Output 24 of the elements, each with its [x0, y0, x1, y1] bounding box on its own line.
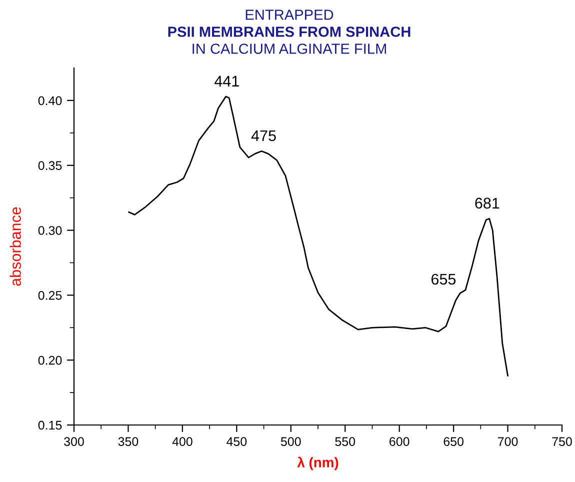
annotation: 475 [251, 130, 276, 142]
annotation: 681 [475, 198, 500, 209]
x-axis-title: λ (nm) [297, 456, 338, 470]
y-tick-label: 0.20 [38, 356, 62, 365]
x-tick-label: 750 [552, 437, 572, 446]
x-tick-label: 400 [172, 437, 192, 446]
line-series [128, 96, 508, 376]
x-tick-label: 700 [498, 437, 518, 446]
x-tick-label: 650 [444, 437, 464, 446]
y-tick-label: 0.35 [38, 161, 62, 170]
annotation: 655 [431, 274, 456, 285]
x-tick-label: 350 [118, 437, 138, 446]
y-tick-label: 0.15 [38, 420, 62, 430]
x-tick-label: 500 [280, 437, 301, 446]
y-tick-label: 0.25 [38, 290, 62, 300]
chart-title: ENTRAPPED PSII MEMBRANES FROM SPINACH IN CALCIUM ALGINATE FILM [168, 10, 410, 54]
x-tick-label: 600 [390, 437, 410, 446]
y-tick-label: 0.40 [38, 96, 62, 106]
y-axis-title: absorbance [10, 207, 21, 286]
x-tick-label: 550 [335, 437, 356, 446]
y-tick-label: 0.30 [38, 226, 62, 235]
x-tick-label: 450 [226, 437, 247, 446]
annotation: 441 [214, 76, 239, 86]
x-tick-label: 300 [64, 437, 84, 446]
